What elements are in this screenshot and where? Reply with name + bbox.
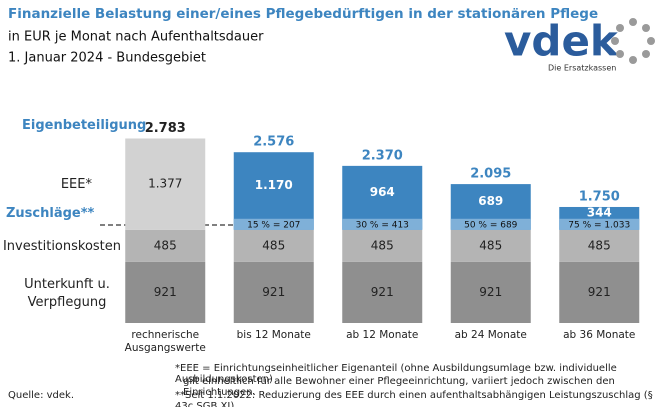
totals-label: Eigenbeteiligung <box>22 118 147 133</box>
legend-label: EEE* <box>60 177 92 192</box>
bar-segment <box>125 229 206 262</box>
zuschlag-label: 30 % = 413 <box>356 220 409 230</box>
bar-segment <box>342 261 423 323</box>
zuschlag-strip <box>559 218 640 230</box>
value-label: 485 <box>371 238 394 252</box>
x-tick-label: rechnerische Ausgangswerte <box>124 329 206 354</box>
legend-label: Unterkunft u. Verpflegung <box>24 277 110 310</box>
zuschlag-label: Zuschläge** <box>6 206 95 221</box>
logo-ring <box>611 18 655 64</box>
bar-segment <box>125 138 206 230</box>
footnote: gilt einheitlich für alle Bewohner einer… <box>183 376 615 398</box>
value-label: 344 <box>587 205 612 219</box>
bar-segment <box>233 152 314 230</box>
value-label: 921 <box>262 285 285 299</box>
bar-segment <box>125 261 206 323</box>
value-label: 485 <box>154 238 177 252</box>
x-tick-label: ab 24 Monate <box>454 329 527 341</box>
total-label: 2.783 <box>145 121 186 136</box>
value-label: 1.170 <box>255 178 293 192</box>
bar-segment <box>559 261 640 323</box>
value-label: 485 <box>588 238 611 252</box>
value-label: 964 <box>370 185 395 199</box>
bar-segment <box>233 229 314 262</box>
total-label: 1.750 <box>579 189 620 204</box>
bar-segment <box>450 229 531 262</box>
total-label: 2.370 <box>362 148 403 163</box>
value-label: 921 <box>479 285 502 299</box>
zuschlag-label: 75 % = 1.033 <box>568 220 630 230</box>
zuschlag-strip <box>342 218 423 230</box>
value-label: 1.377 <box>148 177 182 191</box>
subtitle: in EUR je Monat nach Aufenthaltsdauer <box>8 30 264 45</box>
x-tick-label: bis 12 Monate <box>236 329 311 341</box>
logo-tagline: Die Ersatzkassen <box>548 64 616 73</box>
value-label: 689 <box>478 194 503 208</box>
subtitle: 1. Januar 2024 - Bundesgebiet <box>8 51 206 66</box>
bar-segment <box>559 229 640 262</box>
x-tick-label: ab 36 Monate <box>563 329 636 341</box>
x-tick-label: ab 12 Monate <box>346 329 419 341</box>
value-label: 921 <box>371 285 394 299</box>
footnote: *EEE = Einrichtungseinheitlicher Eigenan… <box>175 363 617 385</box>
zuschlag-strip <box>450 218 531 230</box>
bar-segment <box>233 261 314 323</box>
value-label: 921 <box>154 285 177 299</box>
zuschlag-label: 15 % = 207 <box>247 220 300 230</box>
logo: vdek <box>504 17 619 66</box>
zuschlag-strip <box>233 218 314 230</box>
value-label: 485 <box>262 238 285 252</box>
bar-segment <box>342 229 423 262</box>
value-label: 921 <box>588 285 611 299</box>
zuschlag-label: 50 % = 689 <box>464 220 518 230</box>
chart-title: Finanzielle Belastung einer/eines Pflege… <box>8 6 598 22</box>
bar-segment <box>450 261 531 323</box>
footnote: **Seit 1.1.2022: Reduzierung des EEE dur… <box>175 390 653 407</box>
source: Quelle: vdek. <box>8 390 75 401</box>
total-label: 2.095 <box>470 167 511 182</box>
legend-label: Investitionskosten <box>2 239 122 254</box>
value-label: 485 <box>479 238 502 252</box>
total-label: 2.576 <box>253 135 294 150</box>
